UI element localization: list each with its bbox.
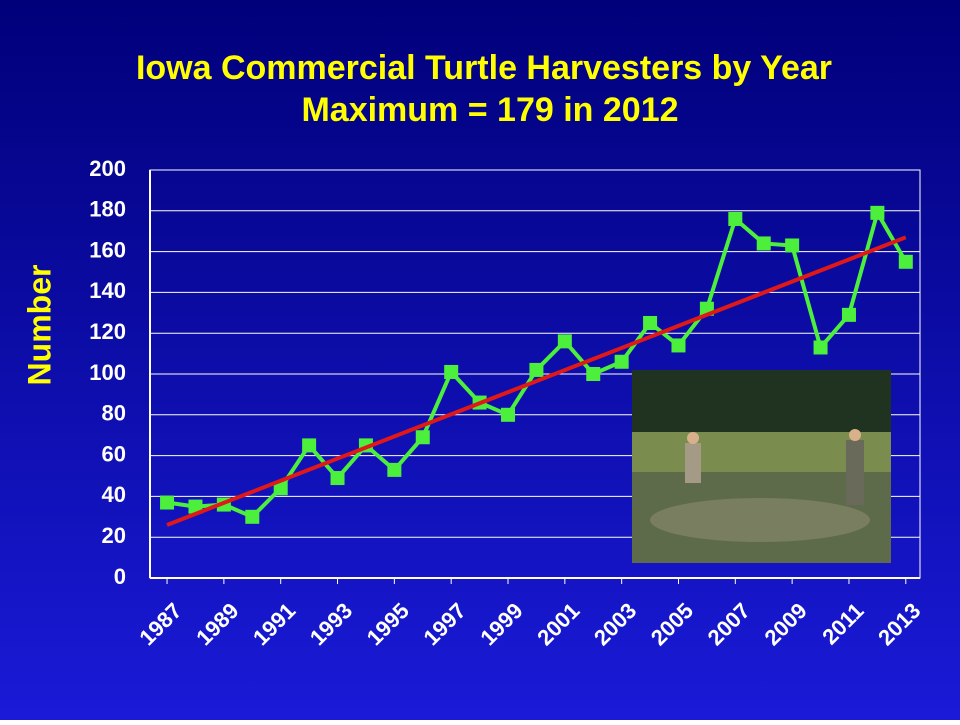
data-point bbox=[415, 430, 430, 445]
data-point bbox=[160, 495, 175, 510]
trend-line bbox=[166, 235, 907, 527]
y-tick-label: 200 bbox=[89, 156, 126, 181]
data-point bbox=[529, 362, 544, 377]
photo-mud bbox=[650, 498, 870, 542]
photo-head bbox=[687, 432, 699, 444]
photo-inset bbox=[632, 370, 891, 563]
y-tick-label: 120 bbox=[89, 319, 126, 344]
data-point bbox=[671, 338, 686, 353]
y-tick-label: 60 bbox=[102, 441, 126, 466]
data-point bbox=[557, 334, 572, 349]
data-point bbox=[728, 211, 743, 226]
data-point bbox=[245, 509, 260, 524]
photo-head bbox=[849, 429, 861, 441]
y-tick-label: 80 bbox=[102, 401, 126, 426]
data-point bbox=[643, 316, 658, 330]
chart-subtitle: Maximum = 179 in 2012 bbox=[301, 91, 678, 129]
data-point bbox=[444, 364, 459, 379]
data-point bbox=[188, 499, 203, 514]
data-point bbox=[898, 254, 913, 269]
data-point bbox=[813, 340, 828, 355]
y-tick-label: 160 bbox=[89, 237, 126, 262]
y-tick-label: 140 bbox=[89, 278, 126, 303]
photo-trees bbox=[632, 370, 891, 432]
y-tick-label: 20 bbox=[102, 523, 126, 548]
y-tick-label: 0 bbox=[114, 564, 126, 589]
y-tick-label: 100 bbox=[89, 360, 126, 385]
y-tick-label: 180 bbox=[89, 197, 126, 222]
data-point bbox=[614, 354, 629, 369]
data-point bbox=[501, 407, 516, 422]
data-point bbox=[302, 438, 317, 453]
data-point bbox=[841, 307, 856, 322]
data-point bbox=[273, 481, 288, 496]
photo-person bbox=[846, 440, 864, 505]
chart-title: Iowa Commercial Turtle Harvesters by Yea… bbox=[136, 49, 832, 87]
data-point bbox=[330, 471, 345, 486]
data-point bbox=[586, 367, 601, 381]
data-point bbox=[785, 238, 800, 253]
data-point bbox=[756, 236, 771, 251]
data-point bbox=[387, 462, 402, 477]
y-tick-label: 40 bbox=[102, 482, 126, 507]
data-point bbox=[870, 205, 885, 220]
photo-person bbox=[685, 443, 701, 483]
y-axis-label: Number bbox=[21, 265, 57, 386]
